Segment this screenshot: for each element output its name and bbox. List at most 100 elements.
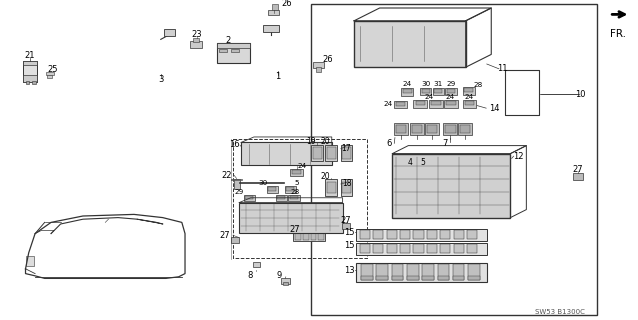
Bar (394, 101, 407, 108)
Bar (342, 223, 350, 229)
Text: 20: 20 (320, 137, 330, 146)
Bar (392, 264, 403, 280)
Bar (341, 145, 352, 161)
Bar (447, 89, 455, 92)
Text: 5: 5 (294, 180, 299, 186)
Polygon shape (354, 8, 491, 21)
Text: 4: 4 (407, 158, 412, 167)
Bar (445, 125, 456, 133)
Bar (429, 100, 443, 108)
Bar (401, 88, 413, 96)
Text: SW53 B1300C: SW53 B1300C (535, 309, 585, 315)
Bar (396, 125, 406, 133)
Text: FR.: FR. (609, 28, 626, 39)
Bar (458, 123, 472, 135)
Text: 8: 8 (248, 271, 253, 280)
Text: 6: 6 (387, 139, 392, 148)
Bar (276, 195, 287, 202)
Bar (454, 244, 464, 253)
Text: 15: 15 (345, 241, 355, 250)
Bar (23, 61, 37, 65)
Bar (376, 276, 388, 280)
Bar (164, 29, 175, 36)
Bar (392, 154, 510, 218)
Polygon shape (510, 146, 526, 218)
Bar (467, 244, 477, 253)
Text: 23: 23 (191, 30, 202, 39)
Text: 31: 31 (434, 81, 443, 87)
Bar (342, 182, 351, 193)
Bar (446, 101, 456, 106)
Bar (253, 262, 260, 267)
Text: 24: 24 (297, 163, 306, 169)
Text: 3: 3 (158, 76, 163, 84)
Bar (233, 139, 367, 258)
Bar (342, 147, 351, 159)
Bar (396, 102, 405, 106)
Polygon shape (505, 70, 539, 115)
Bar (47, 75, 52, 78)
Bar (463, 100, 476, 108)
Text: 7: 7 (443, 139, 448, 148)
Text: 30: 30 (258, 180, 267, 186)
Bar (269, 188, 276, 191)
Bar (420, 88, 431, 95)
Bar (295, 233, 301, 240)
Bar (234, 179, 240, 189)
Text: 27: 27 (341, 216, 351, 225)
Polygon shape (239, 198, 343, 203)
Text: 28: 28 (290, 189, 299, 195)
Text: 21: 21 (25, 52, 35, 60)
Bar (438, 276, 449, 280)
Bar (360, 230, 370, 239)
Bar (422, 89, 429, 92)
Bar (313, 62, 324, 68)
Text: 24: 24 (424, 94, 433, 100)
Text: 5: 5 (420, 158, 425, 167)
Text: 24: 24 (446, 94, 455, 100)
Bar (376, 264, 388, 280)
Bar (400, 244, 410, 253)
Bar (281, 278, 290, 284)
Bar (219, 49, 227, 52)
Bar (407, 276, 419, 280)
Text: 18: 18 (343, 179, 352, 188)
Text: 28: 28 (473, 82, 482, 88)
Bar (241, 142, 332, 165)
Bar (468, 276, 480, 280)
Bar (286, 188, 294, 191)
Text: 27: 27 (573, 165, 583, 174)
Bar (356, 243, 487, 255)
Bar (193, 38, 199, 42)
Bar (403, 89, 412, 93)
Bar (341, 179, 352, 196)
Bar (32, 81, 36, 84)
Bar (217, 43, 250, 63)
Text: 14: 14 (489, 104, 500, 113)
Text: 11: 11 (498, 64, 508, 73)
Bar (445, 88, 457, 95)
Bar (190, 41, 202, 48)
Bar (361, 264, 373, 280)
Circle shape (268, 48, 287, 58)
Circle shape (140, 46, 181, 66)
Bar (283, 282, 288, 285)
Bar (325, 145, 337, 161)
Bar (354, 21, 466, 67)
Text: 22: 22 (221, 171, 232, 180)
Bar (288, 195, 300, 202)
Bar (440, 244, 450, 253)
Bar (415, 101, 426, 106)
Text: 2: 2 (226, 36, 231, 45)
Bar (46, 72, 54, 75)
Text: 27: 27 (219, 231, 230, 240)
Bar (444, 100, 458, 108)
Bar (327, 182, 336, 193)
Bar (465, 101, 474, 105)
Bar (356, 229, 487, 241)
Text: 24: 24 (403, 81, 412, 87)
Bar (293, 232, 325, 241)
Bar (263, 25, 279, 32)
Bar (463, 87, 475, 95)
Bar (434, 89, 442, 92)
